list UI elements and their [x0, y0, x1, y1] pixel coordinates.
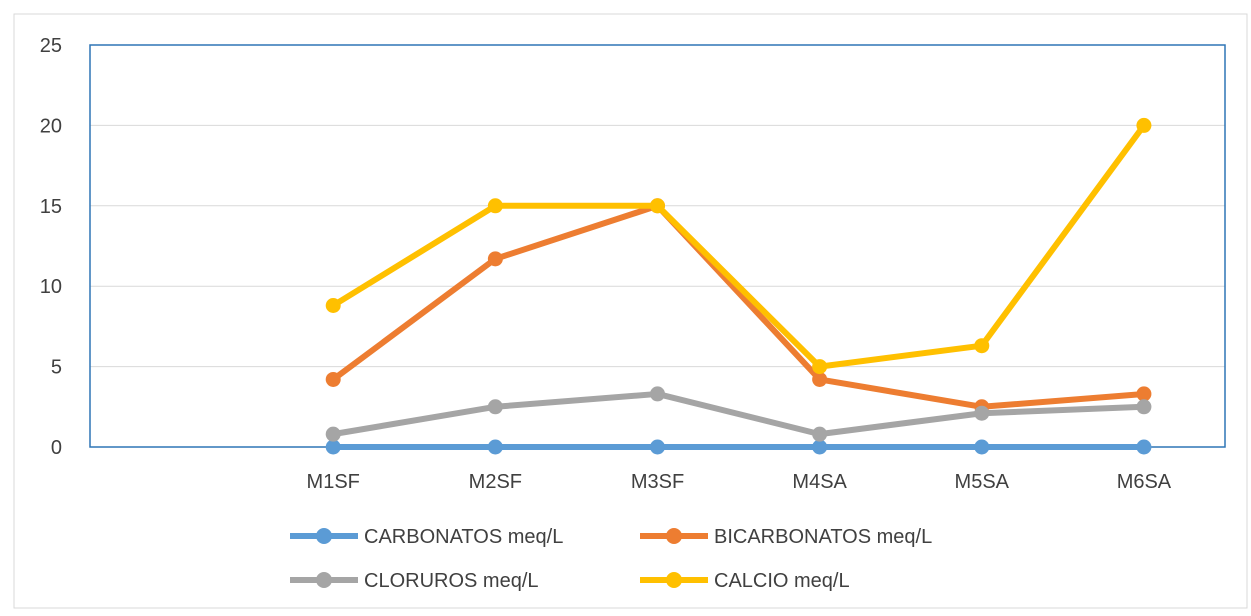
chart-frame — [13, 13, 1248, 609]
data-point — [1136, 386, 1152, 402]
data-point — [487, 399, 503, 415]
series — [325, 386, 1152, 442]
data-point — [487, 198, 503, 214]
legend-label: CLORUROS meq/L — [364, 570, 539, 592]
legend-label: CALCIO meq/L — [714, 570, 850, 592]
data-point — [1136, 399, 1152, 415]
legend-item: CLORUROS meq/L — [290, 570, 539, 592]
series-lines — [325, 117, 1152, 455]
y-tick-label: 25 — [40, 35, 62, 57]
data-point — [325, 426, 341, 442]
data-point — [974, 405, 990, 421]
x-tick-label: M5SA — [955, 471, 1010, 493]
series-line — [330, 122, 1147, 370]
y-tick-label: 10 — [40, 276, 62, 298]
data-point — [812, 359, 828, 375]
x-tick-label: M4SA — [792, 471, 847, 493]
data-point — [812, 439, 828, 455]
y-tick-label: 15 — [40, 196, 62, 218]
data-point — [325, 371, 341, 387]
data-point — [1136, 117, 1152, 133]
data-point — [650, 198, 665, 214]
x-tick-label: M6SA — [1117, 471, 1172, 493]
data-point — [325, 439, 341, 455]
legend-item: BICARBONATOS meq/L — [640, 526, 932, 548]
y-axis-tick-labels: 0 5 10 15 20 25 — [40, 35, 62, 459]
series — [325, 117, 1152, 375]
x-tick-label: M3SF — [631, 471, 684, 493]
data-point — [487, 251, 503, 267]
y-tick-label: 20 — [40, 115, 62, 137]
legend-item: CALCIO meq/L — [640, 570, 850, 592]
data-point — [974, 439, 990, 455]
legend-swatch-marker — [316, 528, 332, 544]
data-point — [650, 386, 665, 402]
legend-label: CARBONATOS meq/L — [364, 526, 563, 548]
x-tick-label: M2SF — [469, 471, 522, 493]
data-point — [325, 297, 341, 313]
data-point — [1136, 439, 1152, 455]
data-point — [650, 439, 665, 455]
legend-swatch-marker — [316, 572, 332, 588]
data-point — [487, 439, 503, 455]
series-line — [330, 202, 1147, 410]
legend: CARBONATOS meq/L BICARBONATOS meq/L CLORUR… — [290, 526, 932, 592]
data-point — [974, 338, 990, 354]
x-tick-label: M1SF — [307, 471, 360, 493]
legend-label: BICARBONATOS meq/L — [714, 526, 932, 548]
legend-item: CARBONATOS meq/L — [290, 526, 563, 548]
series — [325, 439, 1152, 455]
y-tick-label: 5 — [51, 357, 62, 379]
legend-swatch-marker — [666, 572, 682, 588]
x-axis-tick-labels: M1SF M2SF M3SF M4SA M5SA M6SA — [307, 471, 1172, 493]
series-line — [330, 390, 1147, 438]
y-tick-label: 0 — [51, 437, 62, 459]
data-point — [812, 371, 828, 387]
data-point — [812, 426, 828, 442]
legend-swatch-marker — [666, 528, 682, 544]
